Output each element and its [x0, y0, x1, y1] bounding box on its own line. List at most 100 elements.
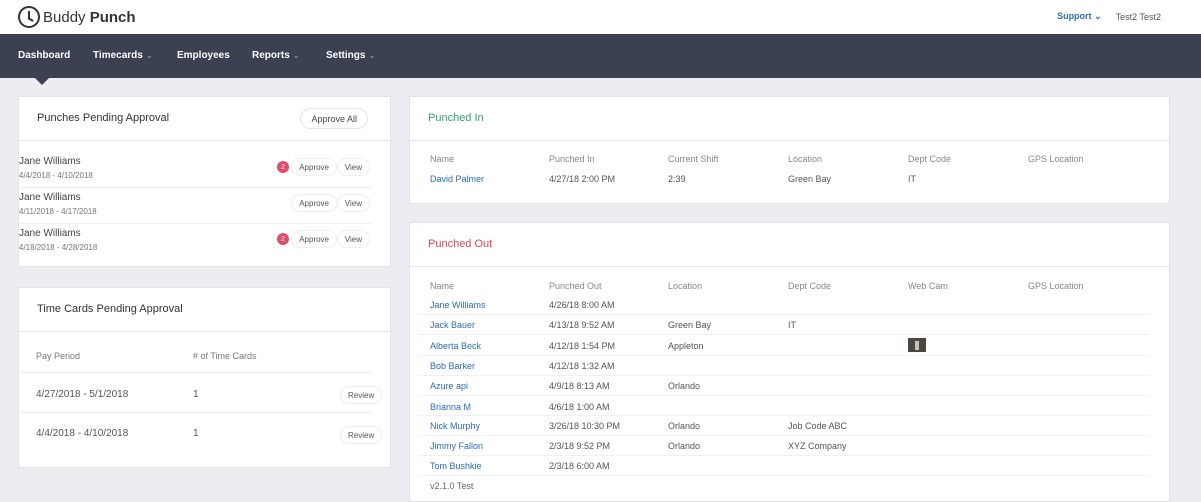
view-button[interactable]: View	[336, 194, 370, 212]
punches-pending-title: Punches Pending Approval	[37, 112, 170, 124]
time-card-count: 1	[193, 389, 199, 400]
pay-period: 4/4/2018 - 4/10/2018	[36, 428, 129, 439]
col-name: Name	[430, 281, 455, 291]
employee-link[interactable]: Brianna M	[430, 402, 472, 412]
main-nav: Dashboard Timecards ⌄ Employees Reports ⌄ …	[0, 34, 1201, 78]
approve-button[interactable]: Approve	[291, 194, 337, 212]
location: Orlando	[668, 441, 701, 451]
col-dept-code: Dept Code	[908, 154, 952, 164]
location: Appleton	[668, 341, 704, 351]
dept-code: XYZ Company	[788, 441, 847, 451]
employee-link[interactable]: Alberta Beck	[430, 341, 482, 351]
version-label: v2.1.0 Test	[430, 481, 474, 491]
employee-link[interactable]: David Palmer	[430, 174, 485, 184]
dept-code: IT	[908, 174, 916, 184]
employee-link[interactable]: Tom Bushkie	[430, 461, 482, 471]
nav-dashboard[interactable]: Dashboard	[18, 50, 70, 61]
punched-out-title: Punched Out	[428, 238, 493, 250]
pending-count-badge: 2	[277, 233, 289, 245]
col-time-card-count: # of Time Cards	[193, 351, 257, 361]
approve-all-button[interactable]: Approve All	[300, 108, 368, 129]
location: Orlando	[668, 421, 701, 431]
punched-out-time: 4/12/18 1:32 AM	[549, 361, 615, 371]
pending-punch-row: Jane Williams 4/11/2018 - 4/17/2018 Appr…	[18, 188, 372, 224]
nav-timecards-label: Timecards	[93, 50, 143, 61]
buddy-punch-logo[interactable]: Buddy Punch	[18, 5, 136, 29]
pending-count-badge: 2	[277, 161, 289, 173]
view-button[interactable]: View	[336, 158, 370, 176]
employee-name: Jane Williams	[19, 156, 81, 167]
col-punched-out: Punched Out	[549, 281, 602, 291]
active-nav-caret	[34, 77, 50, 85]
chevron-down-icon: ⌄	[145, 51, 153, 60]
punched-out-time: 4/9/18 8:13 AM	[549, 381, 610, 391]
nav-employees-label: Employees	[177, 50, 230, 61]
approve-button[interactable]: Approve	[291, 230, 337, 248]
chevron-down-icon: ⌄	[292, 51, 300, 60]
approve-button[interactable]: Approve	[291, 158, 337, 176]
user-menu[interactable]: Test2 Test2	[1115, 11, 1161, 22]
date-range: 4/4/2018 - 4/10/2018	[19, 171, 93, 180]
col-dept-code: Dept Code	[788, 281, 832, 291]
col-gps-location: GPS Location	[1028, 154, 1084, 164]
chevron-down-icon: ⌄	[368, 51, 376, 60]
punched-in-card: Punched In	[409, 96, 1170, 204]
nav-timecards[interactable]: Timecards ⌄	[93, 50, 153, 61]
employee-link[interactable]: Bob Barker	[430, 361, 476, 371]
col-pay-period: Pay Period	[36, 351, 81, 361]
review-button[interactable]: Review	[340, 426, 383, 444]
punched-out-time: 2/3/18 6:00 AM	[549, 461, 610, 471]
employee-name: Jane Williams	[19, 192, 81, 203]
logo-text: Buddy Punch	[43, 9, 136, 26]
punched-out-time: 2/3/18 9:52 PM	[549, 441, 611, 451]
punched-in-title: Punched In	[428, 112, 484, 124]
location: Green Bay	[668, 320, 712, 330]
date-range: 4/18/2018 - 4/28/2018	[19, 243, 98, 252]
employee-link[interactable]: Nick Murphy	[430, 421, 481, 431]
employee-link[interactable]: Jimmy Fallon	[430, 441, 484, 451]
col-punched-in: Punched In	[549, 154, 595, 164]
punched-out-time: 4/26/18 8:00 AM	[549, 300, 615, 310]
view-button[interactable]: View	[336, 230, 370, 248]
clock-logo-icon	[18, 6, 40, 28]
time-card-count: 1	[193, 428, 199, 439]
nav-dashboard-label: Dashboard	[18, 50, 71, 61]
chevron-down-icon: ⌄	[1094, 11, 1102, 21]
punches-pending-card: Punches Pending Approval Approve All	[18, 96, 391, 267]
employee-link[interactable]: Azure api	[430, 381, 469, 391]
current-shift: 2:39	[668, 174, 686, 184]
col-name: Name	[430, 154, 455, 164]
nav-reports[interactable]: Reports ⌄	[252, 50, 300, 61]
nav-settings[interactable]: Settings ⌄	[326, 50, 375, 61]
top-bar: Buddy Punch Support ⌄ Test2 Test2	[0, 0, 1201, 34]
punched-out-time: 3/26/18 10:30 PM	[549, 421, 621, 431]
punched-out-time: 4/6/18 1:00 AM	[549, 402, 610, 412]
support-label: Support	[1057, 11, 1092, 21]
nav-employees[interactable]: Employees	[177, 50, 230, 61]
punched-out-time: 4/13/18 9:52 AM	[549, 320, 615, 330]
employee-link[interactable]: Jane Williams	[430, 300, 486, 310]
logo-word-punch: Punch	[89, 8, 136, 26]
timecards-pending-card: Time Cards Pending Approval	[18, 287, 391, 468]
punched-out-card: Punched Out	[409, 222, 1170, 502]
col-location: Location	[788, 154, 823, 164]
col-web-cam: Web Cam	[908, 281, 948, 291]
dept-code: Job Code ABC	[788, 421, 848, 431]
dept-code: IT	[788, 320, 796, 330]
pending-punch-row: Jane Williams 4/4/2018 - 4/10/2018 2 App…	[18, 152, 372, 188]
employee-link[interactable]: Jack Bauer	[430, 320, 476, 330]
webcam-photo-thumbnail[interactable]	[908, 338, 926, 352]
date-range: 4/11/2018 - 4/17/2018	[19, 207, 97, 216]
employee-name: Jane Williams	[19, 228, 81, 239]
review-button[interactable]: Review	[340, 386, 383, 404]
col-gps-location: GPS Location	[1028, 281, 1084, 291]
support-menu[interactable]: Support ⌄	[1057, 11, 1102, 22]
pay-period: 4/27/2018 - 5/1/2018	[36, 389, 129, 400]
punched-out-time: 4/12/18 1:54 PM	[549, 341, 616, 351]
punched-in-time: 4/27/18 2:00 PM	[549, 174, 616, 184]
logo-word-buddy: Buddy	[43, 8, 86, 26]
col-current-shift: Current Shift	[668, 154, 719, 164]
location: Green Bay	[788, 174, 832, 184]
pending-punch-row: Jane Williams 4/18/2018 - 4/28/2018 2 Ap…	[18, 224, 372, 260]
location: Orlando	[668, 381, 701, 391]
